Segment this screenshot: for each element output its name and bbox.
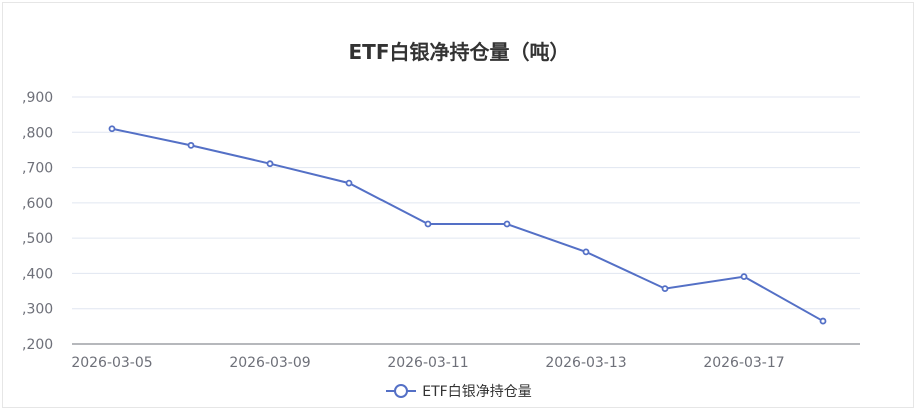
- data-point[interactable]: [345, 179, 353, 187]
- y-tick-label: ,700: [22, 161, 53, 177]
- legend-line-icon: [386, 384, 417, 398]
- y-tick-label: ,800: [22, 125, 53, 141]
- data-point[interactable]: [187, 141, 195, 149]
- legend[interactable]: ETF白银净持仓量: [0, 381, 918, 401]
- data-point[interactable]: [266, 160, 274, 168]
- x-tick-label: 2026-03-17: [703, 355, 784, 371]
- y-tick-label: ,500: [22, 231, 53, 247]
- data-point[interactable]: [819, 317, 827, 325]
- y-tick-label: ,900: [22, 90, 53, 106]
- data-point[interactable]: [582, 248, 590, 256]
- x-tick-label: 2026-03-13: [545, 355, 626, 371]
- chart-frame: [2, 2, 914, 408]
- legend-label: ETF白银净持仓量: [422, 384, 532, 400]
- chart-title: ETF白银净持仓量（吨）: [348, 40, 570, 64]
- y-tick-label: ,400: [22, 266, 53, 282]
- data-point[interactable]: [108, 125, 116, 133]
- y-tick-label: ,300: [22, 302, 53, 318]
- y-tick-label: ,600: [22, 196, 53, 212]
- data-point[interactable]: [740, 273, 748, 281]
- x-tick-label: 2026-03-09: [229, 355, 310, 371]
- data-point[interactable]: [661, 285, 669, 293]
- series-line: [111, 127, 824, 322]
- y-tick-label: ,200: [22, 337, 53, 353]
- x-tick-label: 2026-03-11: [387, 355, 468, 371]
- data-point[interactable]: [503, 220, 511, 228]
- data-point[interactable]: [424, 220, 432, 228]
- x-tick-label: 2026-03-05: [71, 355, 152, 371]
